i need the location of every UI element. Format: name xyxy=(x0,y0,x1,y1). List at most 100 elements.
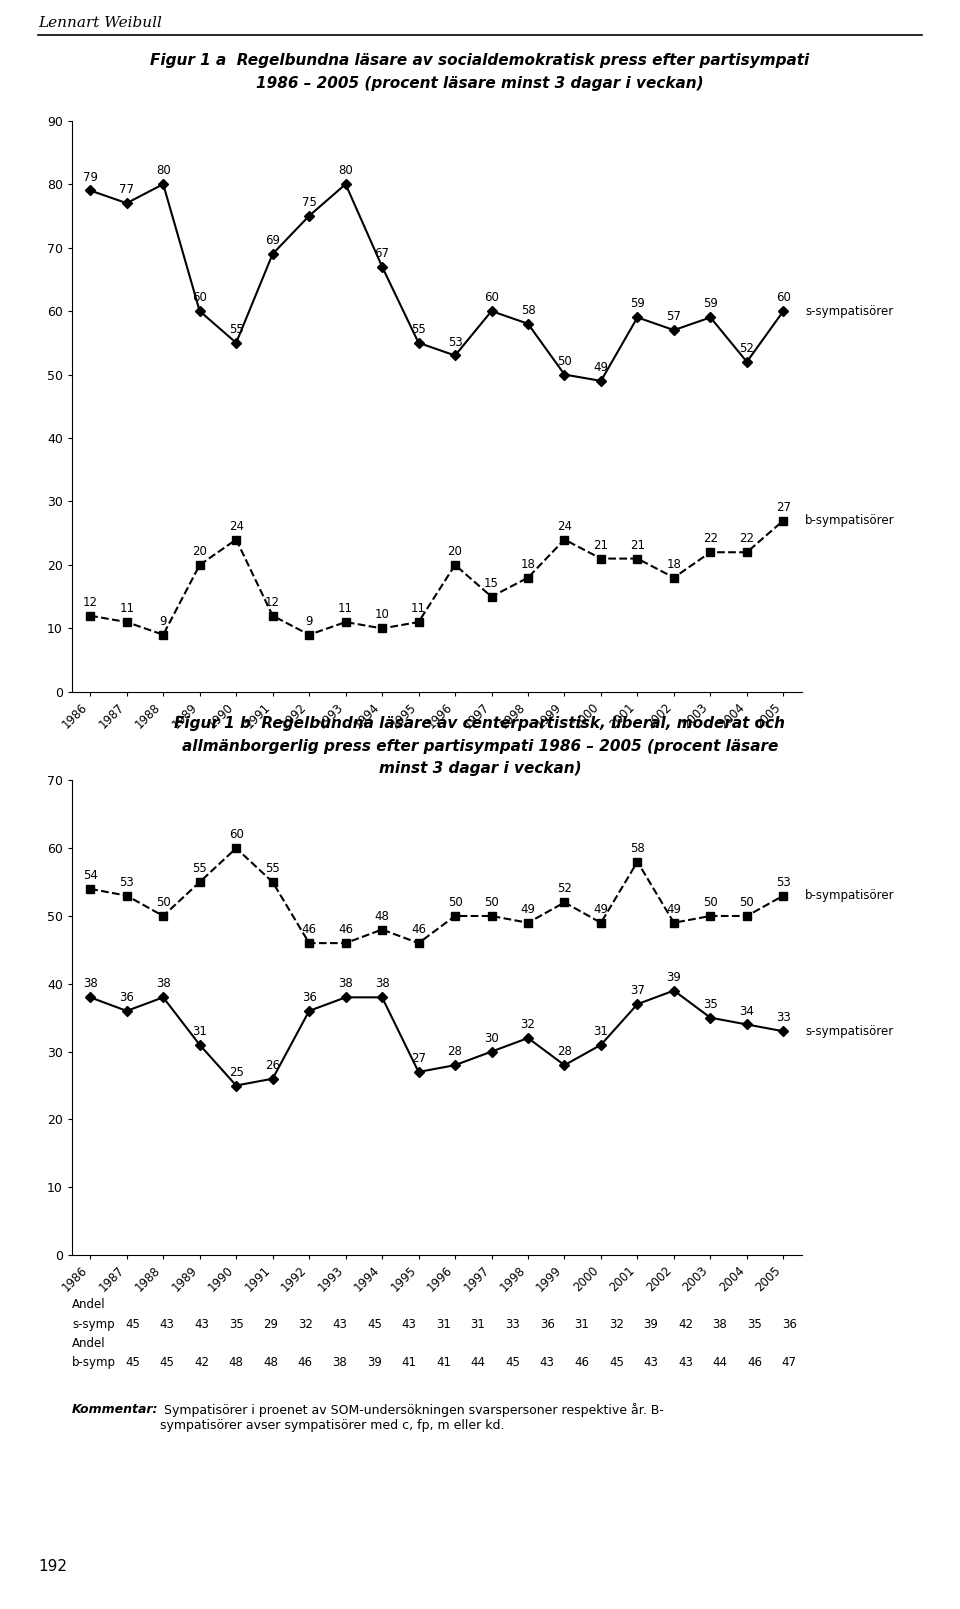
Text: 35: 35 xyxy=(703,998,718,1010)
Text: 28: 28 xyxy=(557,1046,572,1059)
Text: 21: 21 xyxy=(630,539,645,552)
Text: 60: 60 xyxy=(776,291,791,304)
Text: 33: 33 xyxy=(776,1012,791,1025)
Text: 32: 32 xyxy=(520,1018,536,1031)
Text: 31: 31 xyxy=(192,1025,207,1038)
Text: 27: 27 xyxy=(776,500,791,513)
Text: 53: 53 xyxy=(119,875,134,888)
Text: 67: 67 xyxy=(374,246,390,259)
Text: 38: 38 xyxy=(338,977,353,991)
Text: 11: 11 xyxy=(338,602,353,615)
Text: 80: 80 xyxy=(156,164,171,177)
Text: 44: 44 xyxy=(712,1356,728,1369)
Text: 57: 57 xyxy=(666,311,682,323)
Text: 59: 59 xyxy=(703,298,718,311)
Text: 39: 39 xyxy=(367,1356,382,1369)
Text: 43: 43 xyxy=(332,1318,348,1331)
Text: 59: 59 xyxy=(630,298,645,311)
Text: 31: 31 xyxy=(436,1318,451,1331)
Text: Andel: Andel xyxy=(72,1337,106,1350)
Text: 36: 36 xyxy=(301,991,317,1004)
Text: 34: 34 xyxy=(739,1004,755,1017)
Text: 21: 21 xyxy=(593,539,609,552)
Text: 37: 37 xyxy=(630,985,645,998)
Text: 53: 53 xyxy=(776,875,791,888)
Text: 52: 52 xyxy=(557,882,572,896)
Text: 43: 43 xyxy=(678,1356,693,1369)
Text: 55: 55 xyxy=(192,862,207,875)
Text: Figur 1 a  Regelbundna läsare av socialdemokratisk press efter partisympati: Figur 1 a Regelbundna läsare av socialde… xyxy=(151,53,809,68)
Text: 50: 50 xyxy=(703,896,718,909)
Text: b-sympatisörer: b-sympatisörer xyxy=(805,890,895,903)
Text: 77: 77 xyxy=(119,183,134,196)
Text: 22: 22 xyxy=(703,533,718,545)
Text: 48: 48 xyxy=(228,1356,244,1369)
Text: 38: 38 xyxy=(712,1318,728,1331)
Text: 36: 36 xyxy=(781,1318,797,1331)
Text: 49: 49 xyxy=(520,903,536,916)
Text: 45: 45 xyxy=(505,1356,520,1369)
Text: 38: 38 xyxy=(156,977,171,991)
Text: s-sympatisörer: s-sympatisörer xyxy=(805,304,894,317)
Text: 58: 58 xyxy=(520,304,536,317)
Text: 31: 31 xyxy=(574,1318,589,1331)
Text: 12: 12 xyxy=(265,595,280,608)
Text: 45: 45 xyxy=(125,1318,140,1331)
Text: 44: 44 xyxy=(470,1356,486,1369)
Text: 47: 47 xyxy=(781,1356,797,1369)
Text: 9: 9 xyxy=(159,615,167,628)
Text: Sympatisörer i proenet av SOM-undersökningen svarspersoner respektive år. B-
sym: Sympatisörer i proenet av SOM-undersökni… xyxy=(160,1403,664,1432)
Text: 49: 49 xyxy=(666,903,682,916)
Text: 58: 58 xyxy=(630,842,645,854)
Text: 15: 15 xyxy=(484,576,499,591)
Text: 50: 50 xyxy=(447,896,463,909)
Text: 43: 43 xyxy=(194,1318,209,1331)
Text: 32: 32 xyxy=(609,1318,624,1331)
Text: 24: 24 xyxy=(228,520,244,533)
Text: 49: 49 xyxy=(593,903,609,916)
Text: 46: 46 xyxy=(411,924,426,936)
Text: 50: 50 xyxy=(739,896,755,909)
Text: 45: 45 xyxy=(609,1356,624,1369)
Text: 79: 79 xyxy=(83,171,98,183)
Text: 36: 36 xyxy=(540,1318,555,1331)
Text: Lennart Weibull: Lennart Weibull xyxy=(38,16,162,31)
Text: 48: 48 xyxy=(374,909,390,922)
Text: 46: 46 xyxy=(298,1356,313,1369)
Text: Figur 1 b  Regelbundna läsare av centerpartistisk, liberal, moderat och: Figur 1 b Regelbundna läsare av centerpa… xyxy=(175,716,785,730)
Text: 192: 192 xyxy=(38,1559,67,1574)
Text: 42: 42 xyxy=(678,1318,693,1331)
Text: 25: 25 xyxy=(228,1065,244,1078)
Text: 36: 36 xyxy=(119,991,134,1004)
Text: 10: 10 xyxy=(374,608,390,621)
Text: b-sympatisörer: b-sympatisörer xyxy=(805,513,895,528)
Text: 60: 60 xyxy=(192,291,207,304)
Text: 69: 69 xyxy=(265,233,280,248)
Text: 46: 46 xyxy=(574,1356,589,1369)
Text: Andel: Andel xyxy=(72,1298,106,1311)
Text: 38: 38 xyxy=(374,977,390,991)
Text: 50: 50 xyxy=(156,896,171,909)
Text: Kommentar:: Kommentar: xyxy=(72,1403,158,1416)
Text: 18: 18 xyxy=(520,558,536,571)
Text: 11: 11 xyxy=(119,602,134,615)
Text: 12: 12 xyxy=(83,595,98,608)
Text: 38: 38 xyxy=(332,1356,348,1369)
Text: 41: 41 xyxy=(401,1356,417,1369)
Text: 50: 50 xyxy=(557,354,572,367)
Text: 39: 39 xyxy=(643,1318,659,1331)
Text: 53: 53 xyxy=(447,336,463,349)
Text: minst 3 dagar i veckan): minst 3 dagar i veckan) xyxy=(378,761,582,776)
Text: 45: 45 xyxy=(367,1318,382,1331)
Text: 32: 32 xyxy=(298,1318,313,1331)
Text: allmänborgerlig press efter partisympati 1986 – 2005 (procent läsare: allmänborgerlig press efter partisympati… xyxy=(181,739,779,753)
Text: 24: 24 xyxy=(557,520,572,533)
Text: 31: 31 xyxy=(593,1025,609,1038)
Text: 45: 45 xyxy=(125,1356,140,1369)
Text: 43: 43 xyxy=(159,1318,175,1331)
Text: 60: 60 xyxy=(484,291,499,304)
Text: 46: 46 xyxy=(338,924,353,936)
Text: 30: 30 xyxy=(484,1031,499,1044)
Text: 48: 48 xyxy=(263,1356,278,1369)
Text: 54: 54 xyxy=(83,869,98,882)
